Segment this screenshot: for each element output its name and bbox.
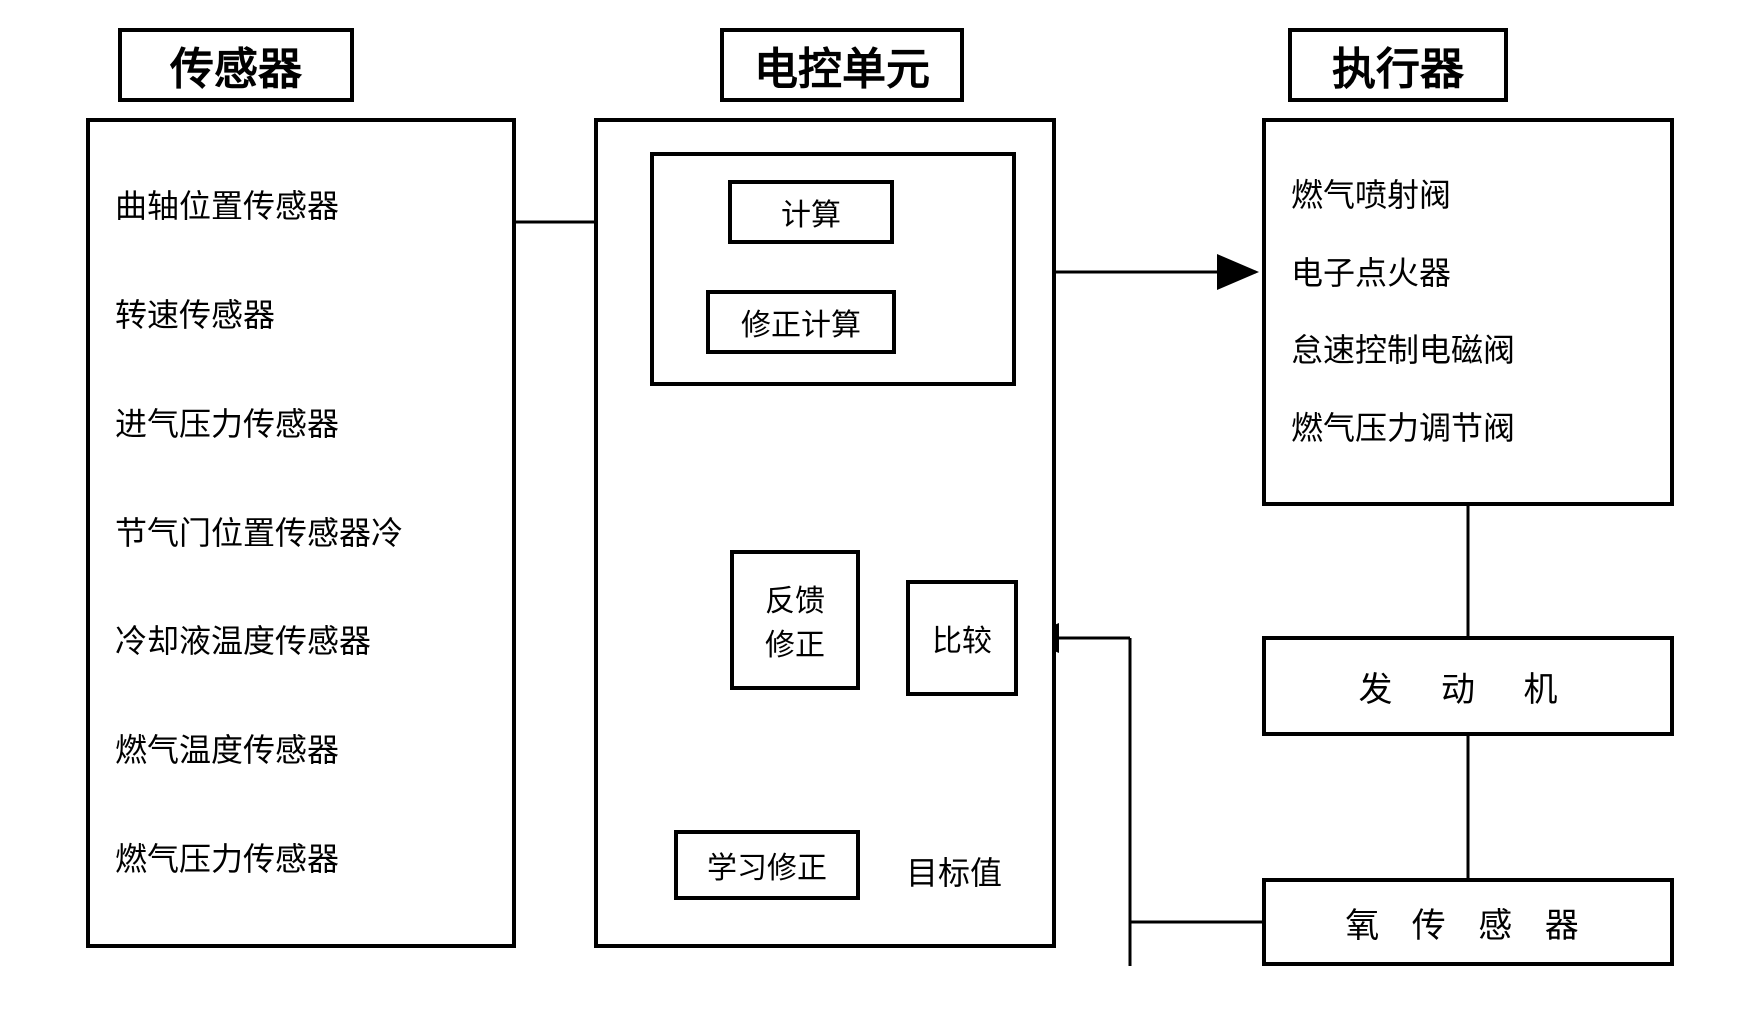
actuator-item-3: 燃气压力调节阀 bbox=[1291, 406, 1645, 451]
actuator-item-0: 燃气喷射阀 bbox=[1291, 173, 1645, 218]
target-label: 目标值 bbox=[906, 848, 1002, 894]
sensor-item-3: 节气门位置传感器冷 bbox=[115, 511, 487, 556]
actuator-item-1: 电子点火器 bbox=[1291, 251, 1645, 296]
o2-sensor-box: 氧 传 感 器 bbox=[1262, 878, 1674, 966]
ecu-title-text: 电控单元 bbox=[754, 33, 930, 97]
actuator-box: 燃气喷射阀 电子点火器 怠速控制电磁阀 燃气压力调节阀 bbox=[1262, 118, 1674, 506]
sensor-box: 曲轴位置传感器 转速传感器 进气压力传感器 节气门位置传感器冷 冷却液温度传感器… bbox=[86, 118, 516, 948]
feedback-line1: 反馈 bbox=[765, 576, 825, 620]
sensor-item-2: 进气压力传感器 bbox=[115, 402, 487, 447]
calculate-box: 计算 bbox=[728, 180, 894, 244]
sensor-item-5: 燃气温度传感器 bbox=[115, 728, 487, 773]
sensor-title: 传感器 bbox=[118, 28, 354, 102]
engine-box: 发 动 机 bbox=[1262, 636, 1674, 736]
actuator-title-text: 执行器 bbox=[1332, 33, 1464, 97]
actuator-title: 执行器 bbox=[1288, 28, 1508, 102]
sensor-item-6: 燃气压力传感器 bbox=[115, 837, 487, 882]
sensor-item-1: 转速传感器 bbox=[115, 293, 487, 338]
compare-box: 比较 bbox=[906, 580, 1018, 696]
feedback-box: 反馈 修正 bbox=[730, 550, 860, 690]
learning-box: 学习修正 bbox=[674, 830, 860, 900]
correct-calc-text: 修正计算 bbox=[741, 300, 861, 344]
learning-text: 学习修正 bbox=[707, 843, 827, 887]
sensor-title-text: 传感器 bbox=[170, 33, 302, 97]
engine-text: 发 动 机 bbox=[1359, 662, 1578, 711]
correct-calc-box: 修正计算 bbox=[706, 290, 896, 354]
feedback-line2: 修正 bbox=[765, 620, 825, 664]
sensor-item-0: 曲轴位置传感器 bbox=[115, 184, 487, 229]
compare-text: 比较 bbox=[932, 616, 992, 660]
target-text: 目标值 bbox=[906, 855, 1002, 891]
ecu-title: 电控单元 bbox=[720, 28, 964, 102]
actuator-item-2: 怠速控制电磁阀 bbox=[1291, 328, 1645, 373]
calculate-text: 计算 bbox=[781, 190, 841, 234]
sensor-list: 曲轴位置传感器 转速传感器 进气压力传感器 节气门位置传感器冷 冷却液温度传感器… bbox=[90, 122, 512, 944]
sensor-item-4: 冷却液温度传感器 bbox=[115, 619, 487, 664]
o2-sensor-text: 氧 传 感 器 bbox=[1345, 898, 1591, 947]
actuator-list: 燃气喷射阀 电子点火器 怠速控制电磁阀 燃气压力调节阀 bbox=[1266, 122, 1670, 502]
